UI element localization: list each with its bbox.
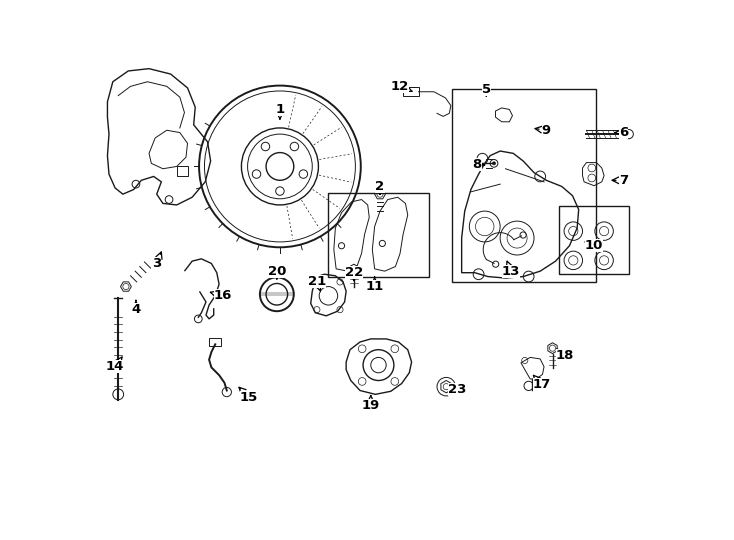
Text: 5: 5 [482,83,491,96]
Bar [451,90,597,282]
Text: 19: 19 [362,395,380,411]
Text: 2: 2 [376,180,385,194]
Text: 1: 1 [275,103,285,119]
Text: 9: 9 [535,124,551,137]
Bar [559,206,629,274]
Bar [209,338,222,346]
Bar [328,193,429,276]
Text: 21: 21 [308,275,326,291]
Text: 22: 22 [345,266,363,281]
Text: 6: 6 [615,126,628,139]
Text: 13: 13 [502,261,520,278]
Text: 14: 14 [106,357,124,373]
Text: 15: 15 [239,387,258,404]
Circle shape [493,162,495,165]
Text: 12: 12 [391,80,412,93]
Text: 20: 20 [268,265,286,279]
Text: 23: 23 [448,383,466,396]
Text: 18: 18 [556,349,574,362]
Text: 7: 7 [612,174,628,187]
Bar [403,87,418,96]
Text: 10: 10 [585,239,603,252]
Text: 8: 8 [473,158,484,171]
Text: 3: 3 [152,252,162,270]
Text: 11: 11 [366,277,384,293]
Text: 16: 16 [211,289,232,302]
Text: 4: 4 [131,300,140,316]
Text: 17: 17 [533,375,550,391]
